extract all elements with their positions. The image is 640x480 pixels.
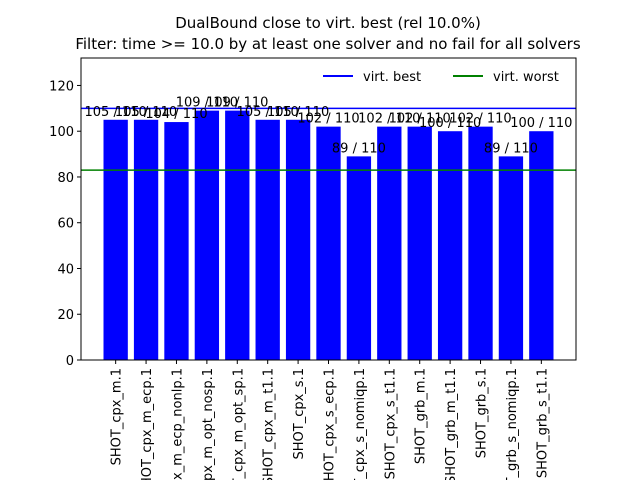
bar bbox=[225, 110, 250, 360]
x-tick-label: SHOT_cpx_m_ecp.1 bbox=[140, 368, 155, 480]
x-tick-label: SHOT_grb_m.1 bbox=[414, 368, 429, 464]
value-label: 109 / 110 bbox=[206, 96, 268, 111]
value-label: 105 / 110 bbox=[115, 105, 177, 120]
value-label: 105 / 110 bbox=[267, 105, 329, 120]
y-tick-label: 0 bbox=[66, 354, 74, 369]
x-tick-label: SHOT_grb_s_t1.1 bbox=[535, 368, 550, 478]
x-tick-label: SHOT_cpx_m_opt_nosp.1 bbox=[201, 368, 216, 480]
bar bbox=[529, 131, 554, 360]
x-tick-label: SHOT_cpx_s_t1.1 bbox=[383, 368, 398, 479]
x-tick-label: SHOT_grb_s.1 bbox=[475, 368, 490, 458]
value-label: 100 / 110 bbox=[510, 116, 572, 131]
x-tick-label: SHOT_cpx_m_t1.1 bbox=[262, 368, 277, 480]
x-tick-label: SHOT_grb_m_t1.1 bbox=[444, 368, 459, 480]
y-tick-label: 100 bbox=[49, 125, 74, 140]
x-tick-label: SHOT_cpx_m_opt_sp.1 bbox=[231, 368, 246, 480]
bar bbox=[377, 126, 402, 361]
x-tick-label: SHOT_grb_s_nomiqp.1 bbox=[505, 368, 520, 480]
value-label: 109 / 110 bbox=[176, 96, 238, 111]
x-tick-label: SHOT_cpx_s_ecp.1 bbox=[323, 368, 338, 480]
bar bbox=[194, 110, 220, 360]
value-label: 89 / 110 bbox=[332, 141, 386, 156]
bar bbox=[468, 126, 493, 361]
value-label: 102 / 110 bbox=[449, 112, 511, 127]
bar bbox=[407, 126, 432, 361]
y-tick-label: 80 bbox=[57, 171, 74, 186]
chart-title: DualBound close to virt. best (rel 10.0%… bbox=[175, 14, 481, 32]
bar bbox=[437, 131, 463, 360]
value-label: 104 / 110 bbox=[145, 107, 207, 122]
value-label: 102 / 110 bbox=[297, 112, 359, 127]
x-tick-label: SHOT_cpx_m_ecp_nonlp.1 bbox=[170, 368, 185, 480]
value-label: 89 / 110 bbox=[484, 141, 538, 156]
bar bbox=[498, 156, 524, 360]
value-label: 105 / 110 bbox=[237, 105, 299, 120]
value-label: 102 / 110 bbox=[358, 112, 420, 127]
x-tick-label: SHOT_cpx_m.1 bbox=[110, 368, 125, 465]
bar bbox=[133, 119, 159, 360]
y-tick-label: 60 bbox=[57, 217, 74, 232]
y-tick-label: 40 bbox=[57, 262, 74, 277]
legend-label: virt. worst bbox=[493, 70, 559, 85]
value-label: 102 / 110 bbox=[389, 112, 451, 127]
bar bbox=[285, 119, 311, 360]
bar bbox=[255, 119, 280, 360]
value-label: 105 / 110 bbox=[85, 105, 147, 120]
y-tick-label: 120 bbox=[49, 79, 74, 94]
bar bbox=[103, 119, 128, 360]
bar bbox=[346, 156, 372, 360]
value-label: 100 / 110 bbox=[419, 116, 481, 131]
chart-subtitle: Filter: time >= 10.0 by at least one sol… bbox=[75, 35, 581, 53]
axes-frame bbox=[80, 57, 577, 361]
y-tick-label: 20 bbox=[57, 308, 74, 323]
x-tick-label: SHOT_cpx_s_nomiqp.1 bbox=[353, 368, 368, 480]
bar bbox=[316, 126, 341, 361]
x-tick-label: SHOT_cpx_s.1 bbox=[292, 368, 307, 459]
legend-label: virt. best bbox=[363, 70, 421, 85]
bar bbox=[164, 122, 189, 360]
